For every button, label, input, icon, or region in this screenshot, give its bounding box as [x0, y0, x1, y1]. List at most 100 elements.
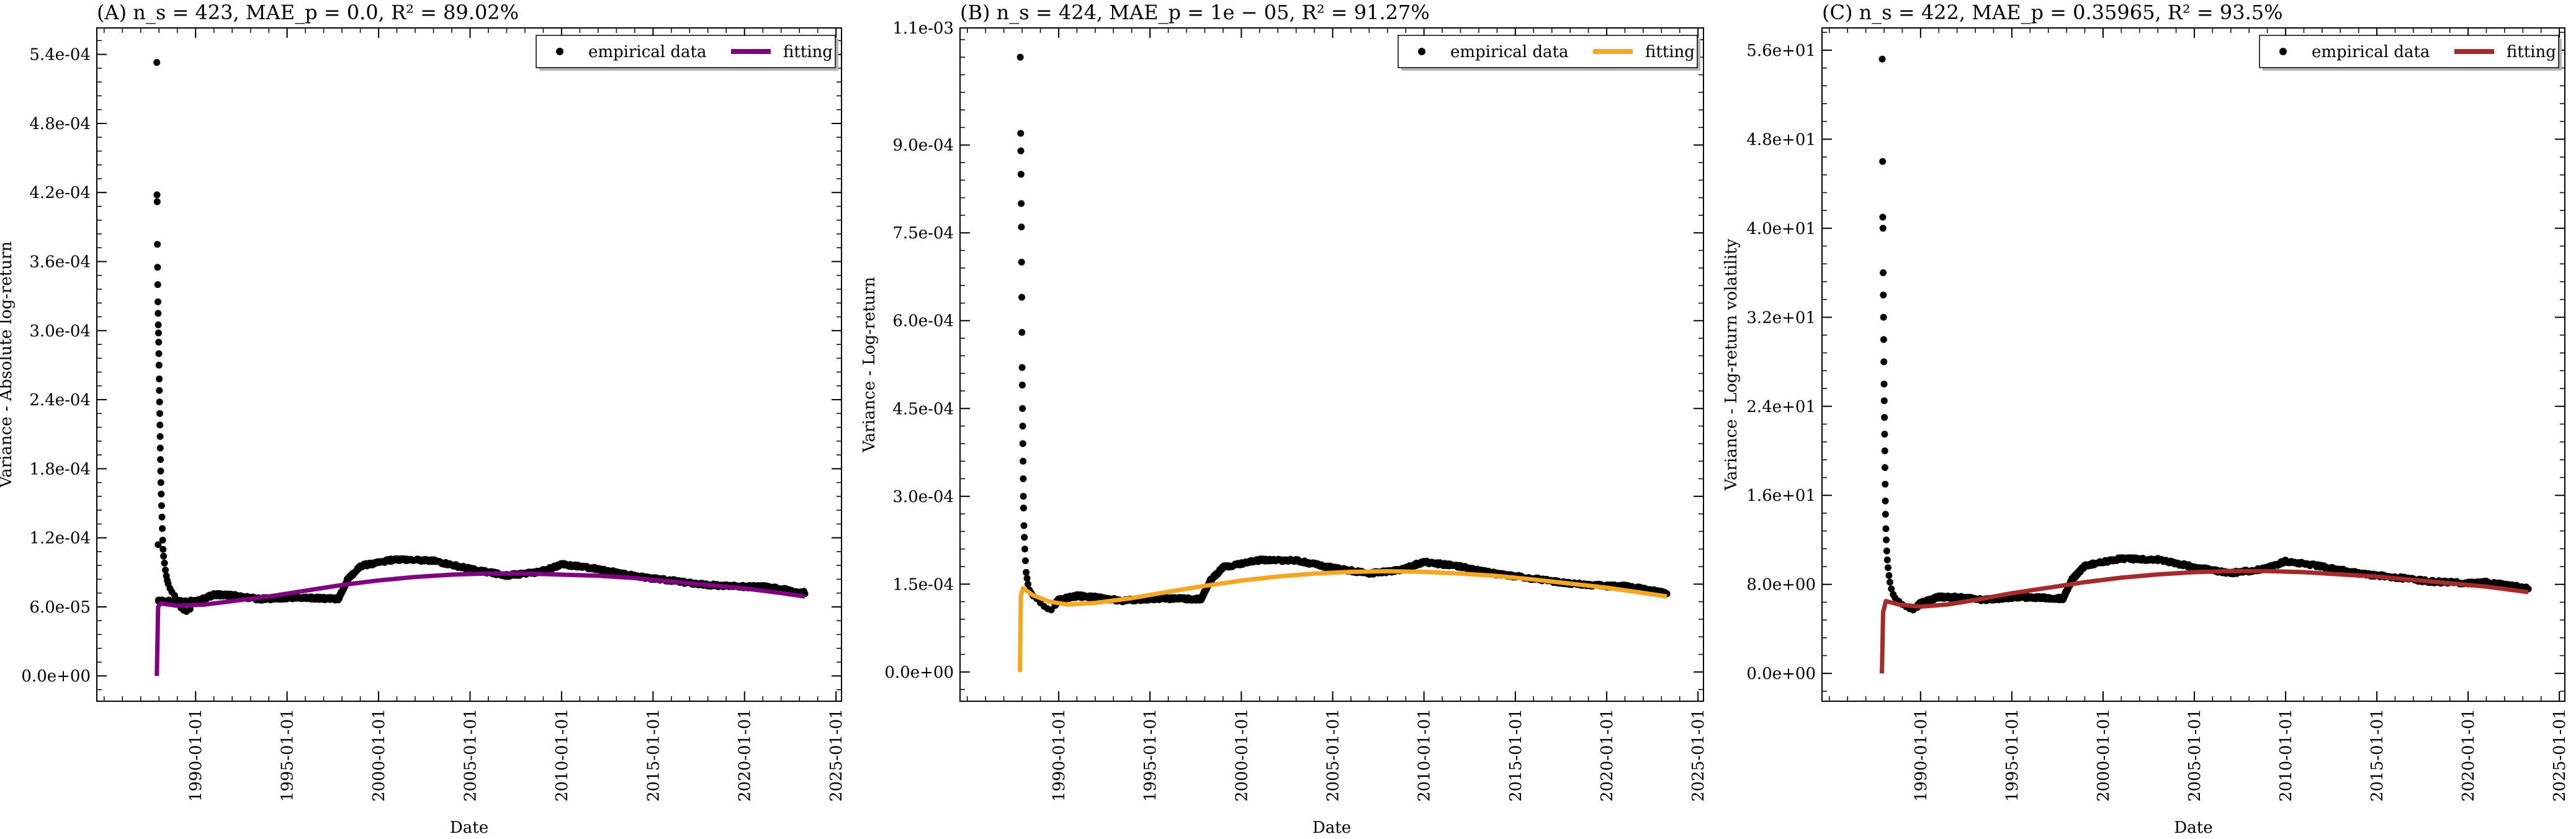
y-tick-label: 1.1e-03	[892, 19, 954, 38]
plot-frame	[96, 27, 842, 702]
data-point	[1881, 414, 1888, 421]
data-point	[162, 567, 169, 574]
legend-label-fitting: fitting	[2506, 43, 2556, 61]
data-point	[1880, 291, 1887, 298]
legend-box	[2259, 35, 2559, 68]
x-tick-label: 2010-01-01	[1416, 709, 1434, 802]
data-point	[155, 361, 163, 369]
legend: empirical data fitting	[536, 35, 838, 71]
y-tick-label: 1.5e-04	[892, 575, 954, 594]
data-point	[1881, 464, 1888, 471]
x-tick-label: 2005-01-01	[461, 709, 480, 802]
data-point	[154, 241, 161, 248]
data-point	[157, 456, 164, 464]
data-point	[1879, 225, 1887, 232]
data-point	[1882, 497, 1889, 505]
chart-panel-1: (A) n_s = 423, MAE_p = 0.0, R² = 89.02% 0…	[0, 1, 846, 837]
y-tick-label: 0.0e+00	[1746, 665, 1816, 683]
data-point	[156, 375, 163, 383]
data-point	[1021, 545, 1028, 553]
data-point	[1020, 505, 1027, 512]
y-tick-label: 4.0e+01	[1746, 220, 1816, 238]
data-point	[1020, 493, 1027, 500]
data-point	[155, 321, 162, 329]
x-tick-label: 1995-01-01	[279, 709, 297, 802]
x-tick-label: 2015-01-01	[644, 709, 663, 802]
data-point	[157, 479, 164, 487]
chart-panel-2: (B) n_s = 424, MAE_p = 1e − 05, R² = 91.…	[860, 1, 1708, 837]
y-tick-label: 4.8e-04	[29, 115, 91, 133]
fitting-line	[155, 571, 806, 676]
data-point	[1888, 585, 1895, 593]
legend: empirical data fitting	[1398, 35, 1700, 71]
y-tick-label: 1.6e+01	[1746, 487, 1816, 505]
plot-frame	[1821, 27, 2565, 702]
data-point	[1021, 534, 1028, 541]
y-tick-label: 4.5e-04	[892, 400, 954, 418]
data-point	[156, 444, 164, 452]
data-point	[1882, 525, 1890, 532]
data-point	[1018, 329, 1026, 336]
y-tick-label: 6.0e-04	[892, 312, 954, 331]
data-point	[1017, 130, 1025, 137]
data-point	[155, 329, 162, 336]
empirical-data-series	[153, 59, 809, 615]
y-tick-label: 5.6e+01	[1746, 42, 1816, 60]
data-point	[1882, 511, 1889, 518]
legend-label-fitting: fitting	[1645, 43, 1695, 61]
data-point	[155, 350, 163, 357]
data-point	[1019, 440, 1026, 447]
data-point	[1018, 364, 1026, 371]
chart-title: (B) n_s = 424, MAE_p = 1e − 05, R² = 91.…	[960, 1, 1430, 24]
data-point	[153, 191, 161, 199]
x-tick-label: 2025-01-01	[1689, 709, 1708, 802]
data-point	[1880, 269, 1887, 277]
x-tick-label: 2010-01-01	[2277, 709, 2296, 802]
x-tick-label: 2015-01-01	[2368, 709, 2387, 802]
data-point	[1883, 536, 1890, 544]
y-tick-label: 9.0e-04	[892, 137, 954, 155]
data-point	[1020, 457, 1027, 465]
empirical-data-series	[1016, 53, 1671, 614]
data-point	[1023, 575, 1031, 582]
x-tick-label: 2010-01-01	[553, 709, 572, 802]
data-point	[156, 398, 163, 406]
x-tick-label: 2025-01-01	[827, 709, 846, 802]
data-point	[155, 310, 162, 317]
data-point	[160, 552, 168, 560]
data-point	[1878, 55, 1886, 63]
data-point	[1017, 171, 1025, 178]
data-point	[1882, 480, 1889, 488]
x-tick-label: 2025-01-01	[2551, 709, 2569, 802]
data-point	[156, 387, 163, 394]
legend-box	[536, 35, 836, 68]
data-point	[1885, 572, 1893, 579]
data-point	[153, 59, 161, 66]
y-tick-label: 4.8e+01	[1746, 130, 1816, 149]
data-point	[1023, 568, 1030, 576]
y-tick-label: 0.0e+00	[21, 667, 91, 686]
y-tick-label: 3.2e+01	[1746, 308, 1816, 327]
data-point	[1880, 397, 1888, 405]
plot-frame	[959, 27, 1704, 702]
legend-box	[1398, 35, 1698, 68]
y-tick-label: 3.0e-04	[892, 488, 954, 506]
x-tick-label: 2020-01-01	[1598, 709, 1617, 802]
y-tick-label: 0.0e+00	[884, 663, 954, 682]
chart-title: (C) n_s = 422, MAE_p = 0.35965, R² = 93.…	[1822, 1, 2283, 24]
data-point	[156, 410, 163, 417]
y-tick-label: 6.0e-05	[29, 598, 91, 617]
data-point	[154, 298, 161, 305]
data-point	[156, 433, 164, 440]
x-tick-label: 2000-01-01	[2094, 709, 2113, 802]
y-axis-label: Variance - Log-return	[860, 277, 879, 453]
legend-marker-empirical	[2279, 48, 2287, 55]
data-point	[1881, 447, 1888, 454]
data-point	[1024, 580, 1031, 588]
x-axis-label: Date	[2174, 819, 2212, 837]
x-tick-label: 1990-01-01	[187, 709, 205, 802]
data-point	[159, 525, 166, 532]
data-point	[158, 490, 165, 498]
data-point	[158, 513, 166, 521]
legend-label-empirical: empirical data	[1450, 43, 1568, 61]
